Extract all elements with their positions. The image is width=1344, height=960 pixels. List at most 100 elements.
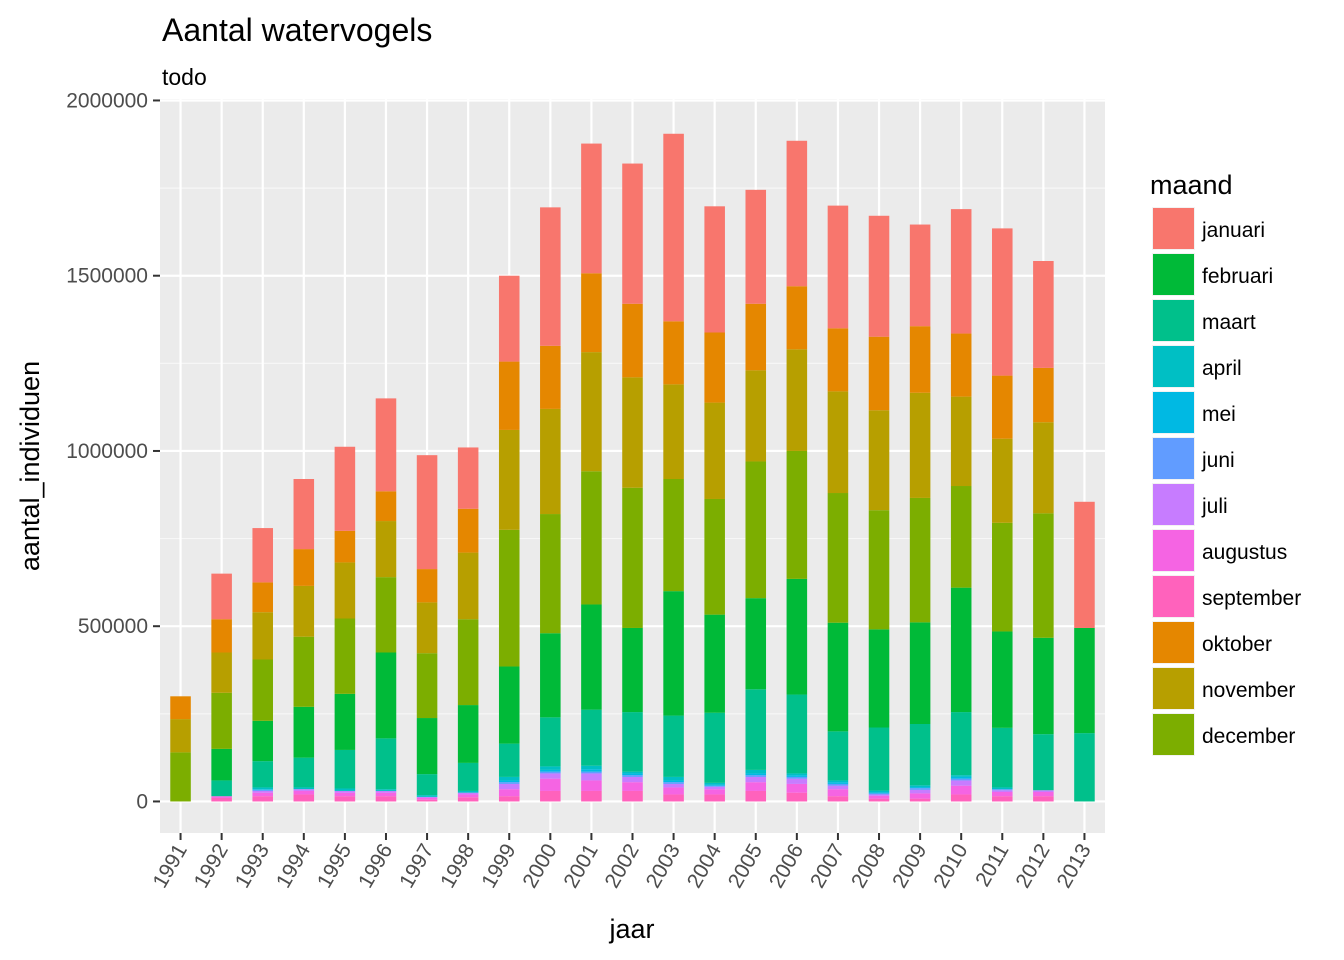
bar-segment-oktober bbox=[1033, 367, 1054, 423]
x-tick-label: 2001 bbox=[559, 840, 602, 892]
y-tick-label: 0 bbox=[136, 790, 148, 813]
bar-segment-maart bbox=[1033, 734, 1054, 791]
bars bbox=[170, 133, 1095, 802]
bar-stack-1995 bbox=[334, 446, 356, 802]
bar-segment-september bbox=[293, 794, 315, 802]
bar-segment-augustus bbox=[663, 787, 684, 795]
bar-segment-juni bbox=[252, 789, 273, 791]
bar-segment-december bbox=[786, 450, 808, 579]
legend-swatch bbox=[1153, 300, 1194, 341]
x-tick-label: 2012 bbox=[1011, 840, 1054, 892]
bar-segment-juli bbox=[786, 778, 808, 784]
bar-stack-2013 bbox=[1074, 501, 1095, 802]
bar-segment-juli bbox=[663, 783, 684, 788]
x-tick-label: 1991 bbox=[149, 840, 192, 892]
bar-segment-november bbox=[909, 392, 931, 498]
bar-segment-november bbox=[498, 429, 520, 530]
bar-segment-maart bbox=[909, 723, 931, 786]
bar-segment-februari bbox=[416, 718, 438, 775]
bar-segment-januari bbox=[211, 573, 232, 620]
bar-stack-2000 bbox=[540, 207, 561, 802]
bar-segment-januari bbox=[1074, 501, 1095, 628]
bar-segment-februari bbox=[498, 666, 520, 744]
bar-segment-december bbox=[540, 514, 561, 634]
legend-label: februari bbox=[1202, 265, 1273, 288]
bar-segment-juli bbox=[827, 785, 849, 790]
bar-segment-juli bbox=[293, 789, 315, 791]
bar-segment-maart bbox=[581, 709, 602, 766]
chart-subtitle: todo bbox=[162, 64, 207, 90]
bar-segment-juli bbox=[992, 790, 1013, 792]
bar-segment-september bbox=[622, 790, 643, 802]
bar-segment-november bbox=[827, 391, 849, 494]
bar-segment-april bbox=[909, 785, 931, 788]
legend-label: juli bbox=[1201, 495, 1228, 518]
bar-segment-januari bbox=[540, 207, 561, 346]
legend-label: juni bbox=[1201, 449, 1235, 472]
bar-segment-juni bbox=[992, 789, 1013, 791]
bar-segment-februari bbox=[704, 614, 725, 713]
bar-segment-oktober bbox=[252, 582, 273, 613]
bar-segment-december bbox=[868, 510, 890, 630]
bar-segment-juli bbox=[498, 783, 520, 790]
bar-segment-oktober bbox=[909, 326, 931, 393]
bar-segment-april bbox=[786, 773, 808, 776]
bar-segment-juli bbox=[457, 792, 479, 795]
x-tick-label: 1994 bbox=[272, 840, 315, 892]
bar-segment-mei bbox=[827, 782, 849, 784]
bar-segment-januari bbox=[293, 478, 315, 550]
bar-segment-februari bbox=[457, 705, 479, 763]
legend-item-april: april bbox=[1152, 345, 1242, 388]
legend-swatch bbox=[1153, 484, 1194, 525]
bar-segment-december bbox=[252, 659, 273, 721]
bar-segment-december bbox=[745, 461, 767, 599]
bar-segment-april bbox=[334, 788, 356, 791]
bar-segment-augustus bbox=[416, 797, 438, 800]
legend-item-mei: mei bbox=[1152, 391, 1236, 434]
bar-segment-oktober bbox=[663, 321, 684, 385]
bar-segment-november bbox=[293, 585, 315, 637]
bar-segment-november bbox=[663, 384, 684, 479]
bar-segment-april bbox=[950, 775, 972, 777]
bar-segment-maart bbox=[827, 731, 849, 781]
bar-segment-september bbox=[704, 794, 725, 802]
bar-segment-december bbox=[704, 498, 725, 615]
bar-segment-juni bbox=[540, 771, 561, 774]
x-tick-label: 2007 bbox=[806, 840, 849, 892]
bar-segment-augustus bbox=[293, 790, 315, 795]
bar-segment-november bbox=[211, 652, 232, 693]
bar-segment-december bbox=[622, 487, 643, 628]
bar-segment-januari bbox=[827, 205, 849, 329]
bar-segment-december bbox=[581, 471, 602, 605]
bar-segment-maart bbox=[416, 774, 438, 796]
bar-segment-maart bbox=[457, 762, 479, 791]
bar-segment-december bbox=[909, 497, 931, 623]
x-tick-label: 2005 bbox=[724, 840, 767, 892]
legend-item-maart: maart bbox=[1152, 299, 1256, 342]
bar-stack-2006 bbox=[786, 140, 808, 802]
bar-segment-juli bbox=[868, 794, 890, 796]
bar-segment-december bbox=[498, 529, 520, 667]
bar-segment-september bbox=[498, 796, 520, 802]
bar-stack-1999 bbox=[498, 275, 520, 802]
bar-segment-mei bbox=[663, 780, 684, 783]
legend-label: mei bbox=[1202, 403, 1236, 426]
legend-item-juni: juni bbox=[1152, 437, 1235, 480]
bar-segment-november bbox=[170, 719, 191, 753]
legend-swatch bbox=[1153, 714, 1194, 755]
bar-stack-1992 bbox=[211, 573, 232, 802]
bar-segment-januari bbox=[252, 528, 273, 583]
bar-segment-januari bbox=[786, 140, 808, 287]
bar-segment-mei bbox=[622, 773, 643, 776]
bar-segment-april bbox=[581, 765, 602, 770]
x-tick-label: 1992 bbox=[190, 840, 233, 892]
bar-segment-mei bbox=[252, 789, 273, 790]
legend-swatch bbox=[1153, 576, 1194, 617]
bar-segment-april bbox=[457, 790, 479, 793]
bar-segment-december bbox=[992, 522, 1013, 632]
bar-segment-maart bbox=[786, 694, 808, 774]
bar-segment-oktober bbox=[622, 303, 643, 378]
bar-segment-april bbox=[827, 780, 849, 783]
bar-segment-januari bbox=[457, 447, 479, 509]
x-tick-label: 2009 bbox=[888, 840, 931, 892]
